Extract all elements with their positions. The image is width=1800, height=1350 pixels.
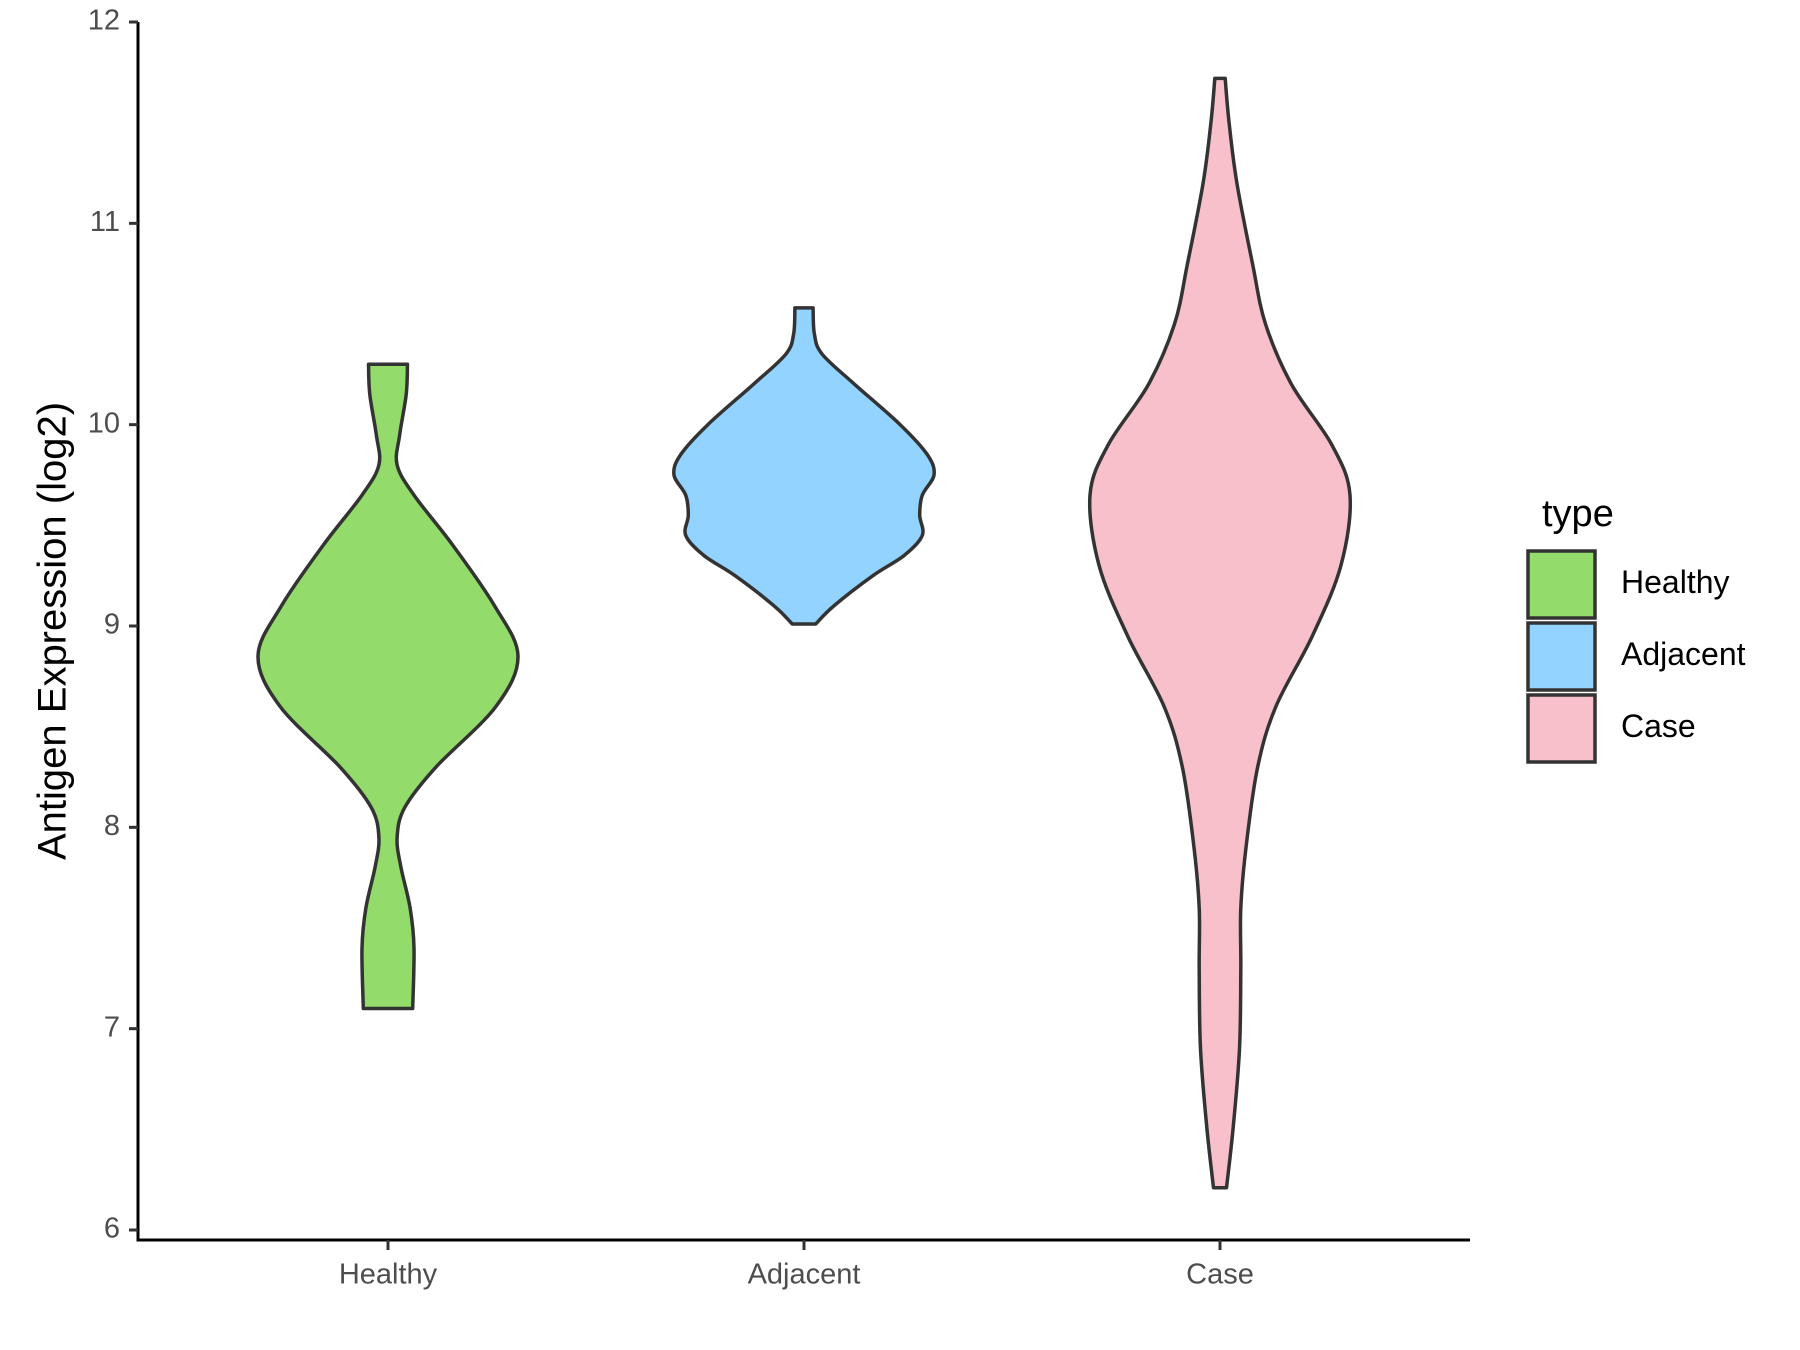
y-axis-title: Antigen Expression (log2) — [31, 402, 75, 860]
y-tick-label: 8 — [104, 810, 120, 842]
y-tick-label: 11 — [90, 206, 120, 238]
x-tick-label: Case — [1186, 1259, 1254, 1291]
x-tick-label: Adjacent — [748, 1259, 861, 1291]
x-tick-label: Healthy — [339, 1259, 438, 1291]
y-axis-ticks: 6 7 8 9 10 11 12 — [88, 5, 138, 1245]
legend-label-adjacent: Adjacent — [1621, 636, 1746, 672]
y-tick-label: 7 — [104, 1011, 120, 1043]
legend: type Healthy Adjacent Case — [1526, 493, 1746, 764]
violins — [256, 76, 1353, 1190]
legend-label-healthy: Healthy — [1621, 564, 1730, 600]
y-tick-label: 9 — [104, 609, 120, 641]
x-axis-ticks: Healthy Adjacent Case — [339, 1240, 1254, 1291]
legend-label-case: Case — [1621, 708, 1696, 744]
violin-healthy — [256, 362, 520, 1011]
legend-title: type — [1542, 493, 1614, 535]
y-tick-label: 12 — [88, 5, 120, 37]
legend-items: Healthy Adjacent Case — [1526, 549, 1746, 764]
y-tick-label: 6 — [104, 1213, 120, 1245]
violin-adjacent — [672, 306, 936, 626]
y-tick-label: 10 — [88, 407, 120, 439]
plot-area: 6 7 8 9 10 11 12 Healthy Adjacent Case — [88, 5, 1470, 1291]
legend-key-healthy — [1526, 549, 1597, 620]
legend-key-case — [1526, 693, 1597, 764]
violin-case — [1087, 76, 1353, 1190]
legend-key-adjacent — [1526, 621, 1597, 692]
